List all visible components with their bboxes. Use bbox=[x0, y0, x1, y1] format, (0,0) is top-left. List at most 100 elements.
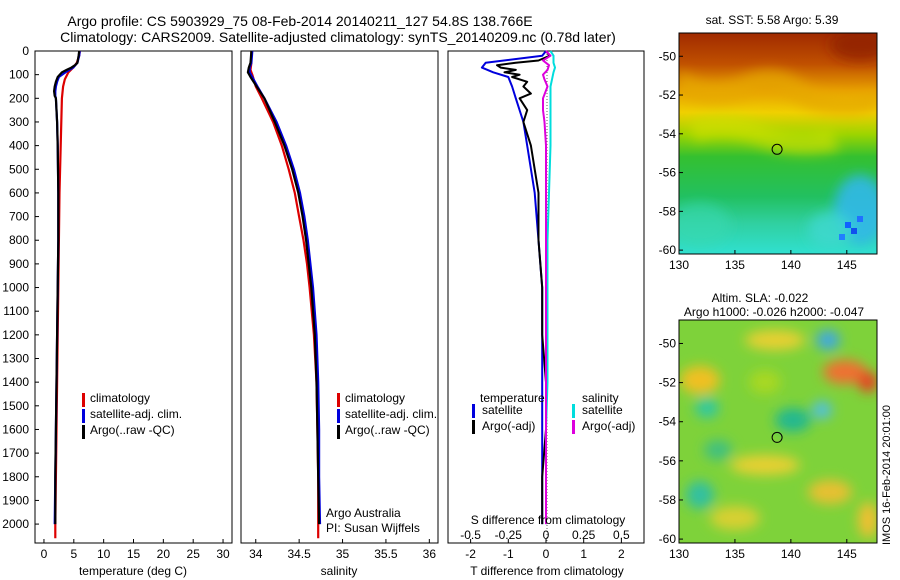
depth-tick-label: 200 bbox=[9, 91, 29, 105]
title-line-1: Argo profile: CS 5903929_75 08-Feb-2014 … bbox=[67, 13, 532, 29]
difference-legend: temperature satellite Argo(-adj) salinit… bbox=[472, 391, 635, 434]
map-y-tick-label: -58 bbox=[659, 204, 677, 218]
difference-panel: -2 -1 0 1 2 temperature satellite Argo(-adj)… bbox=[447, 50, 645, 578]
sst-field bbox=[679, 33, 877, 254]
map-x-tick-label: 145 bbox=[837, 547, 857, 561]
sst-blue-patch bbox=[839, 216, 863, 240]
s-tick-label: 0 bbox=[543, 528, 550, 542]
depth-tick-label: 1600 bbox=[2, 422, 29, 436]
x-tick-label: 0 bbox=[543, 547, 550, 561]
x-tick-label: -2 bbox=[465, 547, 476, 561]
map-x-tick-label: 130 bbox=[669, 547, 689, 561]
title-line-2: Climatology: CARS2009. Satellite-adjuste… bbox=[60, 29, 616, 45]
legend-label-climatology: climatology bbox=[90, 391, 150, 405]
legend-label-argo: Argo(..raw -QC) bbox=[345, 423, 430, 437]
legend-swatch-t-satellite bbox=[472, 404, 475, 418]
sla-map-frame bbox=[678, 319, 878, 544]
legend-swatch-s-satellite bbox=[572, 404, 575, 418]
salinity-panel: 34 34.5 35 35.5 36 salinity climatology sate… bbox=[240, 50, 439, 578]
series-line-satellite-adj-clim- bbox=[248, 50, 322, 525]
x-tick-label: 10 bbox=[97, 547, 111, 561]
legend-label-s-satellite: satellite bbox=[582, 403, 623, 417]
legend-swatch-climatology bbox=[82, 393, 85, 407]
legend-swatch-argo bbox=[337, 425, 340, 439]
map-x-tick-label: 130 bbox=[669, 258, 689, 272]
map-y-tick-label: -52 bbox=[659, 88, 677, 102]
map-y-tick-label: -56 bbox=[659, 166, 677, 180]
map-x-tick-label: 140 bbox=[781, 547, 801, 561]
x-tick-label: 0 bbox=[41, 547, 48, 561]
salinity-legend: climatology satellite-adj. clim. Argo(..… bbox=[337, 391, 437, 439]
series-line-t-argo-adj- bbox=[496, 50, 551, 525]
s-difference-axis-label: S difference from climatology bbox=[471, 513, 626, 527]
salinity-axes-frame bbox=[240, 50, 439, 544]
map-x-tick-label: 145 bbox=[837, 258, 857, 272]
legend-label-t-satellite: satellite bbox=[482, 403, 523, 417]
depth-tick-label: 0 bbox=[22, 44, 29, 58]
legend-swatch-t-argo bbox=[472, 420, 475, 434]
t-difference-axis-label: T difference from climatology bbox=[470, 564, 624, 578]
timestamp-label: IMOS 16-Feb-2014 20:01:00 bbox=[881, 405, 893, 545]
depth-tick-label: 100 bbox=[9, 68, 29, 82]
depth-tick-label: 1700 bbox=[2, 446, 29, 460]
sla-map-subtitle: Argo h1000: -0.026 h2000: -0.047 bbox=[684, 305, 864, 319]
salinity-x-axis: 34 34.5 35 35.5 36 bbox=[249, 539, 436, 561]
legend-label-s-argo: Argo(-adj) bbox=[582, 419, 635, 433]
depth-tick-label: 2000 bbox=[2, 517, 29, 531]
s-tick-label: 0.5 bbox=[613, 528, 630, 542]
temperature-x-axis: 0 5 10 15 20 25 30 bbox=[41, 539, 230, 561]
sla-map-axes: 130 135 140 145 -50 -52 -54 -56 -58 -60 bbox=[659, 336, 857, 561]
x-tick-label: 30 bbox=[216, 547, 230, 561]
sst-map-panel: sat. SST: 5.58 Argo: 5.39 130 135 140 145 -5… bbox=[659, 13, 878, 272]
map-y-tick-label: -60 bbox=[659, 532, 677, 546]
sla-background bbox=[679, 320, 877, 543]
depth-tick-label: 1200 bbox=[2, 328, 29, 342]
s-difference-axis: -0.5 -0.25 0 0.25 0.5 bbox=[460, 528, 630, 542]
depth-tick-label: 300 bbox=[9, 115, 29, 129]
x-tick-label: 1 bbox=[580, 547, 587, 561]
legend-title-salinity: salinity bbox=[582, 391, 619, 405]
depth-axis: 0 100 200 300 400 500 600 700 800 900 1000 1100 1200… bbox=[2, 44, 39, 531]
x-tick-label: 20 bbox=[157, 547, 171, 561]
series-line-s-argo-adj- bbox=[542, 50, 552, 525]
x-tick-label: 34.5 bbox=[287, 547, 311, 561]
sla-map-panel: Altim. SLA: -0.022 Argo h1000: -0.026 h2… bbox=[659, 291, 878, 561]
map-y-tick-label: -60 bbox=[659, 243, 677, 257]
temperature-axis-label: temperature (deg C) bbox=[79, 564, 187, 578]
legend-swatch-s-argo bbox=[572, 420, 575, 434]
depth-tick-label: 400 bbox=[9, 139, 29, 153]
s-tick-label: -0.5 bbox=[460, 528, 481, 542]
x-tick-label: -1 bbox=[503, 547, 514, 561]
map-y-tick-label: -56 bbox=[659, 454, 677, 468]
x-tick-label: 25 bbox=[187, 547, 201, 561]
depth-tick-label: 1100 bbox=[3, 304, 29, 318]
legend-label-climatology: climatology bbox=[345, 391, 405, 405]
x-tick-label: 35.5 bbox=[374, 547, 398, 561]
legend-title-temperature: temperature bbox=[480, 391, 545, 405]
sla-features bbox=[680, 330, 877, 538]
legend-label-satellite: satellite-adj. clim. bbox=[345, 407, 437, 421]
temperature-lines bbox=[52, 50, 81, 539]
legend-label-satellite: satellite-adj. clim. bbox=[90, 407, 182, 421]
sla-field bbox=[679, 320, 877, 543]
difference-x-axis: -2 -1 0 1 2 bbox=[465, 539, 625, 561]
s-tick-label: -0.25 bbox=[495, 528, 523, 542]
legend-swatch-satellite bbox=[82, 409, 85, 423]
map-y-tick-label: -54 bbox=[659, 127, 677, 141]
depth-tick-label: 1300 bbox=[2, 352, 29, 366]
depth-tick-label: 1800 bbox=[2, 470, 29, 484]
argo-position-marker bbox=[771, 143, 783, 155]
depth-tick-label: 800 bbox=[9, 233, 29, 247]
x-tick-label: 15 bbox=[127, 547, 141, 561]
legend-swatch-satellite bbox=[337, 409, 340, 423]
depth-tick-label: 1900 bbox=[2, 493, 29, 507]
x-tick-label: 34 bbox=[249, 547, 263, 561]
legend-label-t-argo: Argo(-adj) bbox=[482, 419, 535, 433]
legend-swatch-climatology bbox=[337, 393, 340, 407]
map-y-tick-label: -50 bbox=[659, 336, 677, 350]
legend-swatch-argo bbox=[82, 425, 85, 439]
difference-lines bbox=[480, 50, 556, 525]
depth-tick-label: 700 bbox=[9, 210, 29, 224]
sst-map-axes: 130 135 140 145 -50 -52 -54 -56 -58 -60 bbox=[659, 49, 857, 272]
